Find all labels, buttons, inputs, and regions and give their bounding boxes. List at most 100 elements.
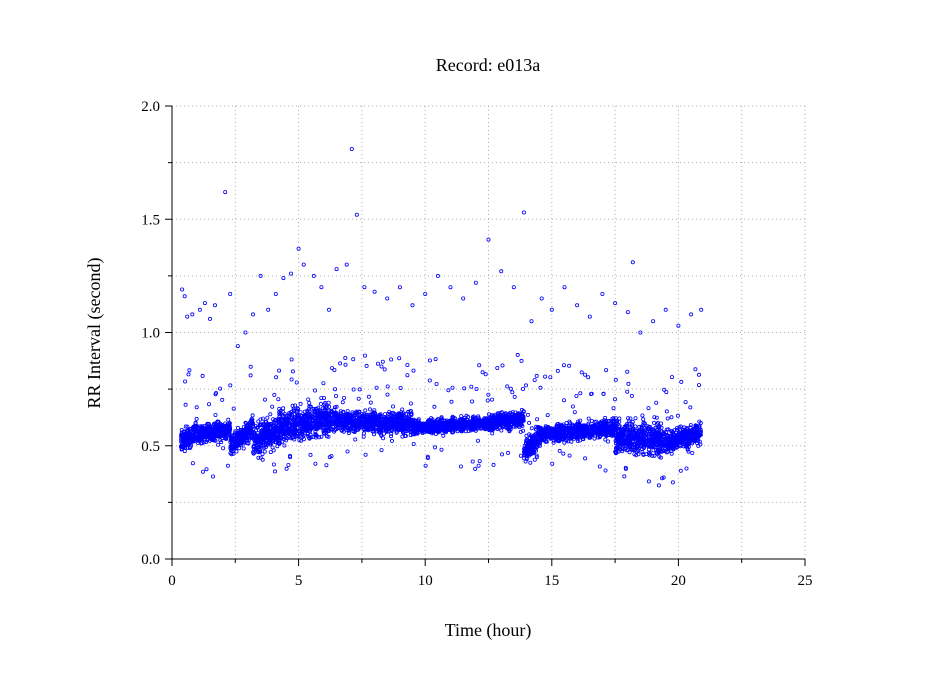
data-point xyxy=(303,427,308,432)
data-point xyxy=(402,420,407,425)
data-point xyxy=(628,425,633,430)
data-point xyxy=(365,427,370,432)
data-point xyxy=(604,430,609,435)
data-point xyxy=(363,408,368,413)
data-point xyxy=(179,441,184,446)
data-point xyxy=(358,421,363,426)
data-point xyxy=(524,383,529,388)
data-point xyxy=(280,418,285,423)
data-point xyxy=(306,397,311,402)
data-point xyxy=(231,451,236,456)
data-point xyxy=(551,440,556,445)
data-point xyxy=(505,384,510,389)
data-point xyxy=(516,411,521,416)
data-point xyxy=(444,420,449,425)
data-point xyxy=(662,387,667,392)
data-point xyxy=(481,421,486,426)
data-point xyxy=(405,362,410,367)
data-point xyxy=(321,430,326,435)
data-point xyxy=(323,426,328,431)
data-point xyxy=(469,384,474,389)
data-point xyxy=(258,422,263,427)
data-point xyxy=(446,388,451,393)
data-point xyxy=(626,381,631,386)
data-point xyxy=(351,387,356,392)
data-point xyxy=(570,433,575,438)
data-point xyxy=(326,434,331,439)
data-point xyxy=(260,457,265,462)
data-point xyxy=(489,417,494,422)
data-point xyxy=(216,442,221,447)
data-point xyxy=(411,422,416,427)
data-point xyxy=(589,391,594,396)
data-point xyxy=(591,431,596,436)
data-point xyxy=(634,446,639,451)
data-point xyxy=(186,372,191,377)
data-point xyxy=(339,428,344,433)
data-point xyxy=(382,367,387,372)
data-point xyxy=(538,385,543,390)
data-point xyxy=(455,429,460,434)
data-point xyxy=(483,372,488,377)
x-tick-label: 20 xyxy=(671,573,686,589)
data-point xyxy=(335,422,340,427)
data-point xyxy=(495,426,500,431)
data-point xyxy=(519,358,524,363)
data-point xyxy=(320,406,325,411)
data-point xyxy=(390,404,395,409)
y-tick-label: 0.0 xyxy=(141,552,160,568)
data-point xyxy=(216,434,221,439)
data-point xyxy=(401,426,406,431)
data-point xyxy=(581,437,586,442)
data-point xyxy=(518,453,523,458)
data-point xyxy=(557,448,562,453)
data-point xyxy=(338,411,343,416)
data-point xyxy=(265,424,270,429)
data-point xyxy=(289,357,294,362)
data-point xyxy=(291,418,296,423)
data-point xyxy=(495,365,500,370)
data-point xyxy=(276,397,281,402)
data-point xyxy=(571,427,576,432)
data-point xyxy=(283,425,288,430)
data-point xyxy=(191,431,196,436)
data-point xyxy=(185,433,190,438)
data-point xyxy=(313,432,318,437)
data-point xyxy=(248,373,253,378)
data-point xyxy=(292,423,297,428)
data-point xyxy=(300,419,305,424)
data-point xyxy=(360,413,365,418)
data-point xyxy=(408,408,413,413)
data-point xyxy=(435,423,440,428)
data-point xyxy=(268,450,273,455)
data-point xyxy=(345,417,350,422)
data-point xyxy=(592,425,597,430)
data-point xyxy=(473,425,478,430)
data-point xyxy=(293,428,298,433)
data-point xyxy=(318,410,323,415)
data-point xyxy=(263,431,268,436)
data-point xyxy=(596,435,601,440)
data-point xyxy=(532,443,537,448)
data-point xyxy=(372,416,377,421)
data-point xyxy=(384,425,389,430)
data-point xyxy=(218,438,223,443)
data-point xyxy=(385,392,390,397)
data-point xyxy=(550,461,555,466)
data-point xyxy=(298,401,303,406)
data-point xyxy=(517,424,522,429)
data-point xyxy=(344,424,349,429)
data-point xyxy=(432,445,437,450)
data-point xyxy=(423,424,428,429)
data-point xyxy=(326,400,331,405)
data-point xyxy=(281,406,286,411)
data-point xyxy=(304,418,309,423)
data-point xyxy=(594,419,599,424)
data-point xyxy=(213,422,218,427)
data-point xyxy=(561,424,566,429)
data-point xyxy=(308,404,313,409)
data-point xyxy=(586,424,591,429)
data-point xyxy=(340,400,345,405)
data-point xyxy=(377,423,382,428)
data-point xyxy=(298,410,303,415)
